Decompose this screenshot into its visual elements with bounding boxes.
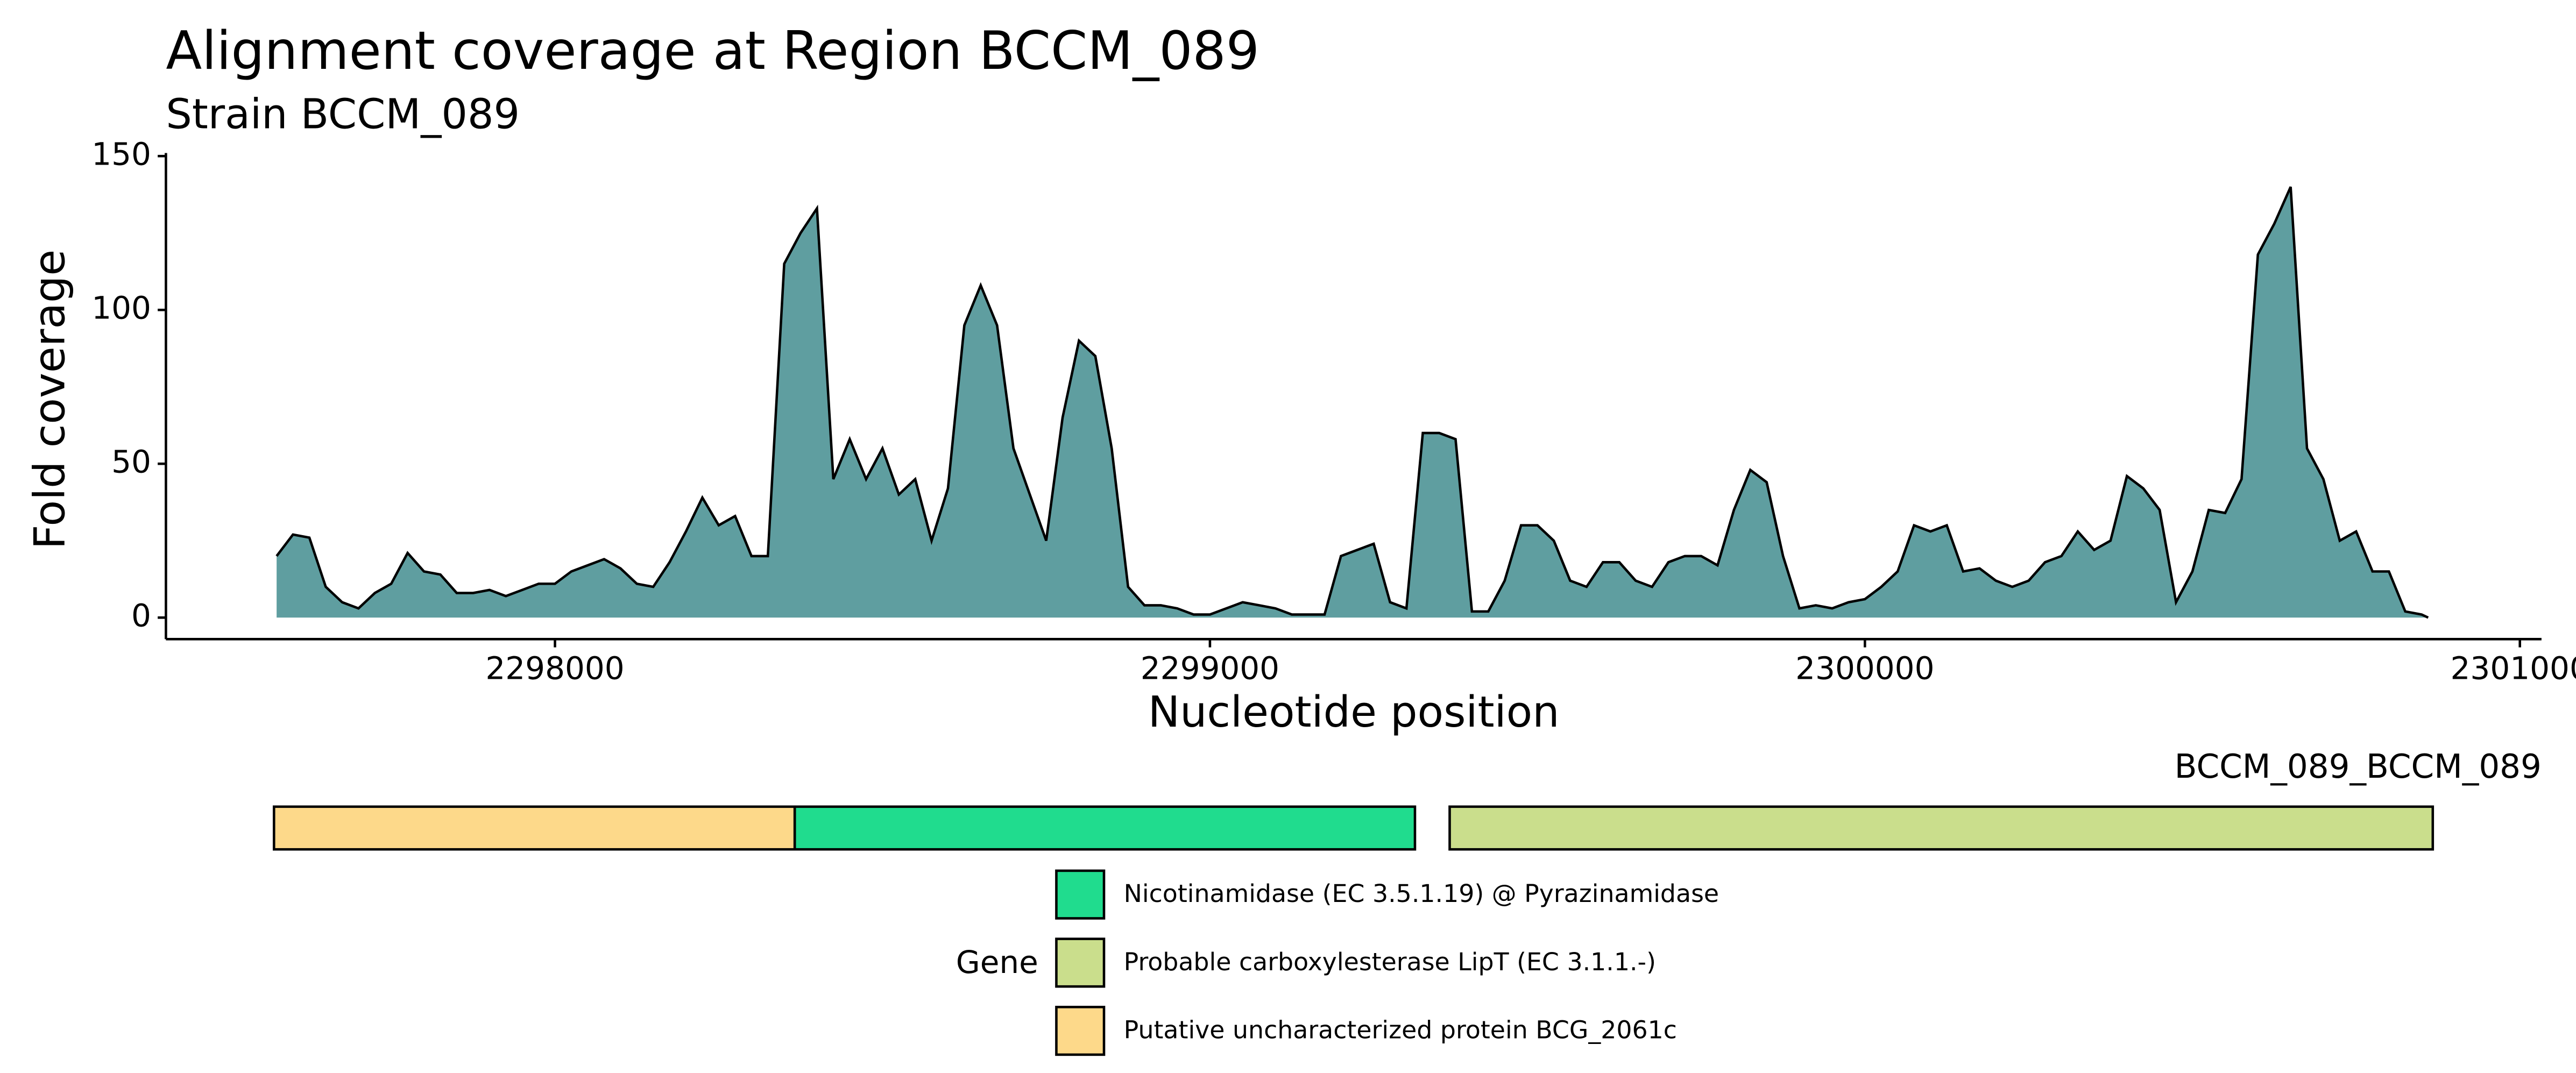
gene-bar — [793, 805, 1417, 851]
track-title: BCCM_089_BCCM_089 — [2175, 748, 2542, 786]
y-axis-title: Fold coverage — [25, 250, 75, 550]
chart-subtitle: Strain BCCM_089 — [166, 90, 520, 138]
legend-label: Putative uncharacterized protein BCG_206… — [1124, 1015, 1677, 1044]
x-tick-label: 2300000 — [1795, 650, 1934, 686]
coverage-line — [275, 186, 2429, 619]
legend-label: Nicotinamidase (EC 3.5.1.19) @ Pyrazinam… — [1124, 879, 1719, 908]
x-tick-label: 2298000 — [485, 650, 624, 686]
y-tick-label: 0 — [131, 597, 151, 634]
legend-label: Probable carboxylesterase LipT (EC 3.1.1… — [1124, 947, 1656, 976]
gene-bar — [272, 805, 796, 851]
y-tick-label: 150 — [91, 136, 151, 172]
legend-key — [1055, 937, 1106, 988]
legend-key — [1055, 869, 1106, 920]
chart-title: Alignment coverage at Region BCCM_089 — [166, 20, 1259, 82]
x-tick-label: 2301000 — [2451, 650, 2576, 686]
y-tick-label: 50 — [111, 443, 151, 480]
x-axis-title: Nucleotide position — [1148, 687, 1560, 737]
x-tick-label: 2299000 — [1141, 650, 1279, 686]
legend-key — [1055, 1006, 1106, 1056]
gene-bar — [1448, 805, 2435, 851]
coverage-area — [277, 187, 2429, 618]
legend-title: Gene — [956, 944, 1038, 980]
y-tick-label: 100 — [91, 289, 151, 326]
